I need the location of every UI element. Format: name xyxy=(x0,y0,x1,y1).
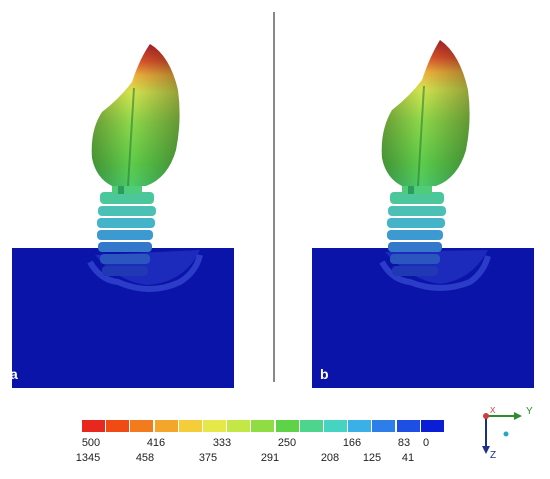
legend-color-cell xyxy=(154,420,178,432)
legend-color-cell xyxy=(82,420,105,432)
legend-top-label: 500 xyxy=(81,437,101,449)
panel-b: b xyxy=(280,0,550,390)
legend-top-label: 333 xyxy=(212,437,232,449)
legend-top-label: 83 xyxy=(397,437,411,449)
panel-label: b xyxy=(320,366,329,382)
legend-bottom-label: 41 xyxy=(401,452,415,464)
legend-color-cell xyxy=(275,420,299,432)
legend-color-cell xyxy=(227,420,251,432)
panel-divider xyxy=(273,12,275,382)
implant-thread xyxy=(97,192,156,276)
legend-color-cell xyxy=(324,420,347,432)
implant-thread xyxy=(387,192,446,276)
legend-top-label: 166 xyxy=(342,437,362,449)
legend-color-cell xyxy=(396,420,420,432)
legend-top-label: 416 xyxy=(146,437,166,449)
legend-top-label: 250 xyxy=(277,437,297,449)
legend-bottom-label: 291 xyxy=(260,452,280,464)
legend-color-cell xyxy=(299,420,323,432)
legend-color-cell xyxy=(106,420,130,432)
legend-bottom-label: 1345 xyxy=(75,452,101,464)
legend-bottom-label: 375 xyxy=(198,452,218,464)
legend-bottom-label: 208 xyxy=(320,452,340,464)
legend-color-cell xyxy=(420,420,444,432)
triad-x-label: X xyxy=(490,406,496,415)
legend-color-cell xyxy=(348,420,372,432)
implant-model-a xyxy=(12,44,234,388)
legend-color-cell xyxy=(130,420,154,432)
axis-triad-icon: X Y Z xyxy=(482,406,533,461)
legend-top-label: 0 xyxy=(422,437,430,449)
triad-y-label: Y xyxy=(526,406,533,417)
axis-triad: X Y Z xyxy=(470,404,540,474)
legend-color-cell xyxy=(251,420,275,432)
panel-label: a xyxy=(10,366,18,382)
legend-bottom-label: 125 xyxy=(362,452,382,464)
legend-bottom-label: 458 xyxy=(135,452,155,464)
panel-a: a xyxy=(0,0,270,390)
legend-color-cell xyxy=(203,420,226,432)
triad-z-label: Z xyxy=(490,450,496,461)
color-legend: 500 416 333 250 166 83 0 1345 458 375 29… xyxy=(0,412,470,476)
legend-color-cell xyxy=(372,420,396,432)
legend-color-cell xyxy=(178,420,202,432)
implant-model-b xyxy=(312,40,534,388)
